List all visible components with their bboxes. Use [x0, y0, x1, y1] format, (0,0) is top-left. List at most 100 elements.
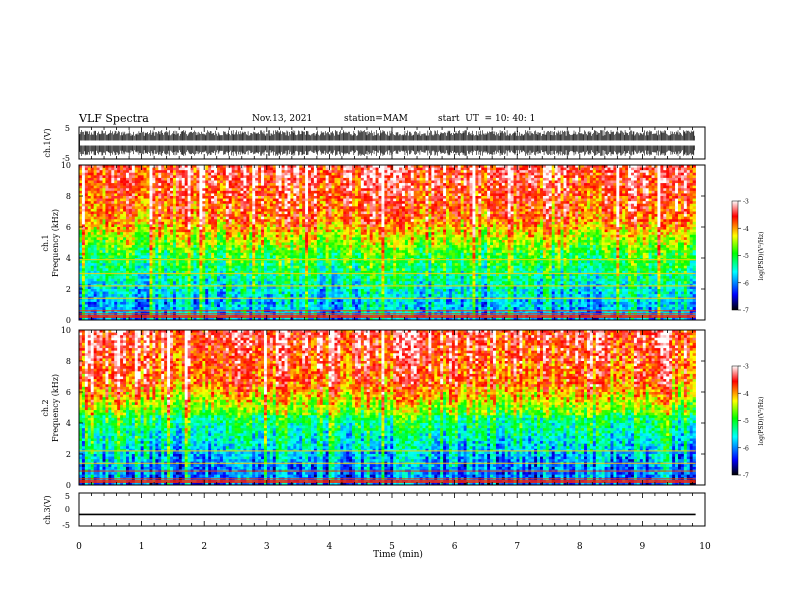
spectrogram-cell	[560, 167, 564, 171]
spectrogram-cell	[343, 201, 347, 205]
spectrogram-cell	[325, 167, 329, 171]
spectrogram-cell	[261, 203, 265, 207]
spectrogram-cell	[399, 193, 403, 197]
spectrogram-cell	[193, 190, 197, 194]
spectrogram-cell	[428, 188, 432, 192]
spectrogram-cell	[440, 193, 444, 197]
spectrogram-cell	[613, 219, 617, 223]
spectrogram-cell	[120, 198, 124, 202]
spectrogram-cell	[557, 216, 561, 220]
spectrogram-cell	[645, 175, 649, 179]
spectrogram-cell	[310, 198, 315, 202]
spectrogram-cell	[619, 216, 623, 220]
spectrogram-cell	[249, 167, 253, 171]
spectrogram-cell	[440, 196, 444, 199]
spectrogram-cell	[598, 183, 602, 186]
spectrogram-cell	[578, 185, 582, 189]
spectrogram-cell	[390, 193, 394, 197]
spectrogram-cell	[134, 180, 139, 184]
spectrogram-cell	[569, 221, 573, 225]
spectrogram-cell	[619, 208, 623, 212]
spectrogram-cell	[243, 193, 247, 197]
spectrogram-cell	[90, 219, 94, 223]
spectrogram-cell	[680, 198, 685, 202]
spectrogram-cell	[93, 196, 97, 199]
spectrogram-cell	[143, 177, 147, 181]
spectrogram-cell	[628, 170, 632, 174]
spectrogram-cell	[334, 175, 338, 179]
spectrogram-cell	[225, 165, 230, 168]
spectrogram-cell	[598, 219, 602, 223]
spectrogram-cell	[589, 219, 594, 223]
spectrogram-cell	[387, 203, 391, 207]
spectrogram-cell	[557, 165, 561, 168]
spectrogram-cell	[666, 167, 670, 171]
spectrogram-cell	[269, 208, 274, 212]
spectrogram-cell	[448, 221, 453, 225]
spectrogram-cell	[528, 221, 532, 225]
spectrogram-cell	[657, 165, 661, 168]
spectrogram-cell	[234, 203, 238, 207]
spectrogram-cell	[337, 167, 341, 171]
spectrogram-cell	[478, 167, 482, 171]
spectrogram-cell	[284, 185, 288, 189]
spectrogram-cell	[219, 219, 224, 223]
spectrogram-cell	[125, 198, 130, 202]
spectrogram-cell	[519, 214, 523, 217]
spectrogram-cell	[152, 221, 156, 225]
spectrogram-cell	[531, 206, 535, 210]
spectrogram-cell	[525, 172, 529, 176]
spectrogram-cell	[548, 167, 553, 171]
spectrogram-cell	[117, 201, 121, 205]
spectrogram-cell	[692, 208, 696, 212]
spectrogram-cell	[219, 198, 224, 202]
spectrogram-cell	[237, 211, 241, 215]
spectrogram-cell	[155, 172, 159, 176]
spectrogram-cell	[205, 165, 209, 168]
spectrogram-cell	[431, 177, 435, 181]
spectrogram-cell	[531, 216, 535, 220]
spectrogram-cell	[131, 188, 136, 192]
spectrogram-cell	[522, 216, 526, 220]
spectrogram-cell	[469, 172, 473, 176]
spectrogram-cell	[322, 183, 326, 186]
spectrogram-cell	[660, 201, 664, 205]
spectrogram-cell	[355, 167, 359, 171]
spectrogram-cell	[401, 196, 406, 199]
spectrogram-cell	[346, 224, 350, 228]
spectrogram-cell	[105, 224, 109, 228]
spectrogram-cell	[190, 206, 194, 210]
spectrogram-cell	[672, 190, 676, 194]
spectrogram-cell	[672, 203, 676, 207]
spectrogram-cell	[396, 201, 400, 205]
spectrogram-cell	[349, 221, 353, 225]
spectrogram-cell	[334, 170, 338, 174]
spectrogram-cell	[190, 180, 194, 184]
spectrogram-cell	[677, 201, 682, 205]
spectrogram-cell	[639, 211, 644, 215]
spectrogram-cell	[628, 221, 632, 225]
spectrogram-cell	[401, 188, 406, 192]
spectrogram-cell	[393, 219, 397, 223]
spectrogram-cell	[545, 193, 550, 197]
spectrogram-cell	[507, 196, 511, 199]
spectrogram-cell	[657, 221, 661, 225]
spectrogram-cell	[610, 185, 614, 189]
spectrogram-cell	[437, 221, 441, 225]
spectrogram-cell	[131, 211, 136, 215]
spectrogram-cell	[495, 177, 500, 181]
spectrogram-cell	[290, 224, 294, 228]
spectrogram-cell	[654, 190, 658, 194]
spectrogram-cell	[466, 165, 470, 168]
spectrogram-cell	[422, 196, 426, 199]
spectrogram-cell	[384, 219, 388, 223]
spectrogram-cell	[357, 185, 362, 189]
spectrogram-cell	[689, 190, 693, 194]
spectrogram-cell	[404, 219, 409, 223]
spectrogram-cell	[648, 165, 652, 168]
spectrogram-cell	[172, 183, 177, 186]
spectrogram-cell	[214, 214, 218, 217]
spectrogram-cell	[663, 214, 667, 217]
spectrogram-cell	[393, 221, 397, 225]
spectrogram-cell	[357, 190, 362, 194]
